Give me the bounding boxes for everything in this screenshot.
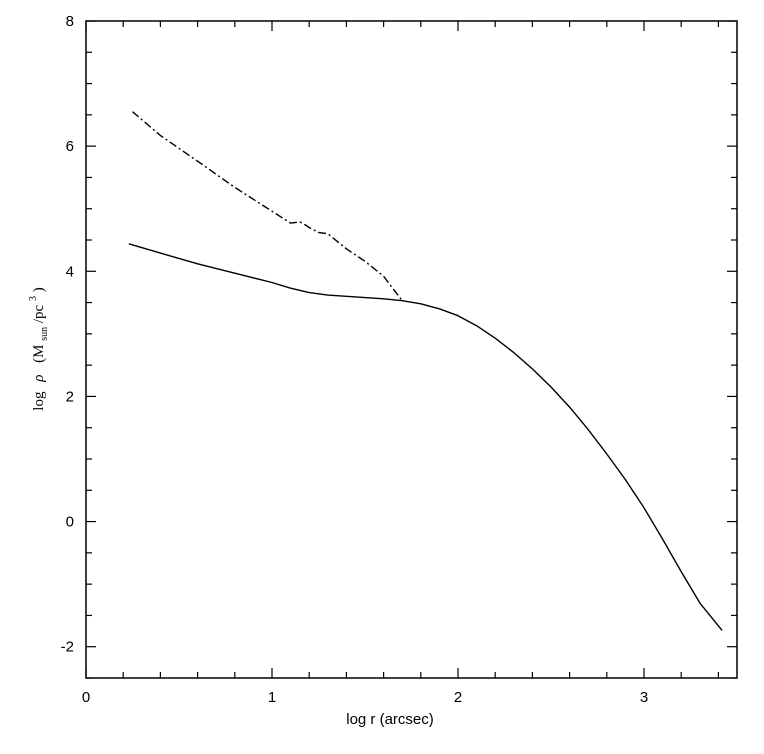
y-axis-label: log ρ (M sun /pc 3 )	[24, 287, 51, 410]
solid-series-line	[128, 243, 723, 631]
y-tick-label: 4	[66, 263, 74, 280]
x-axis-label: log r (arcsec)	[346, 711, 434, 728]
y-tick-label: 8	[66, 13, 74, 30]
svg-text:log ρ (M sun: log ρ (M sun /pc 3 )	[24, 287, 51, 410]
y-tick-labels: -2 0 2 4 6 8	[61, 13, 74, 656]
plot-frame	[85, 20, 738, 679]
y-axis-label-subscript: sun	[39, 327, 50, 341]
dashdot-series-line	[132, 111, 403, 302]
y-tick-label: 6	[66, 138, 74, 155]
y-tick-label: 2	[66, 388, 74, 405]
x-tick-label: 3	[640, 689, 648, 706]
y-axis-label-symbol: ρ	[31, 375, 47, 383]
y-tick-label: 0	[66, 514, 74, 531]
x-tick-labels: 0 1 2 3	[82, 689, 648, 706]
series-lines	[128, 111, 723, 631]
y-axis-label-superscript: 3	[28, 296, 39, 301]
y-axis-label-slash: /pc	[31, 304, 47, 323]
x-tick-label: 2	[454, 689, 462, 706]
y-axis-label-prefix: log	[31, 391, 47, 411]
axis-ticks	[85, 20, 737, 679]
x-tick-label: 0	[82, 689, 90, 706]
y-tick-label: -2	[61, 639, 74, 656]
y-axis-label-open: (M	[31, 345, 47, 363]
y-axis-label-close: )	[31, 287, 47, 292]
x-tick-label: 1	[268, 689, 276, 706]
